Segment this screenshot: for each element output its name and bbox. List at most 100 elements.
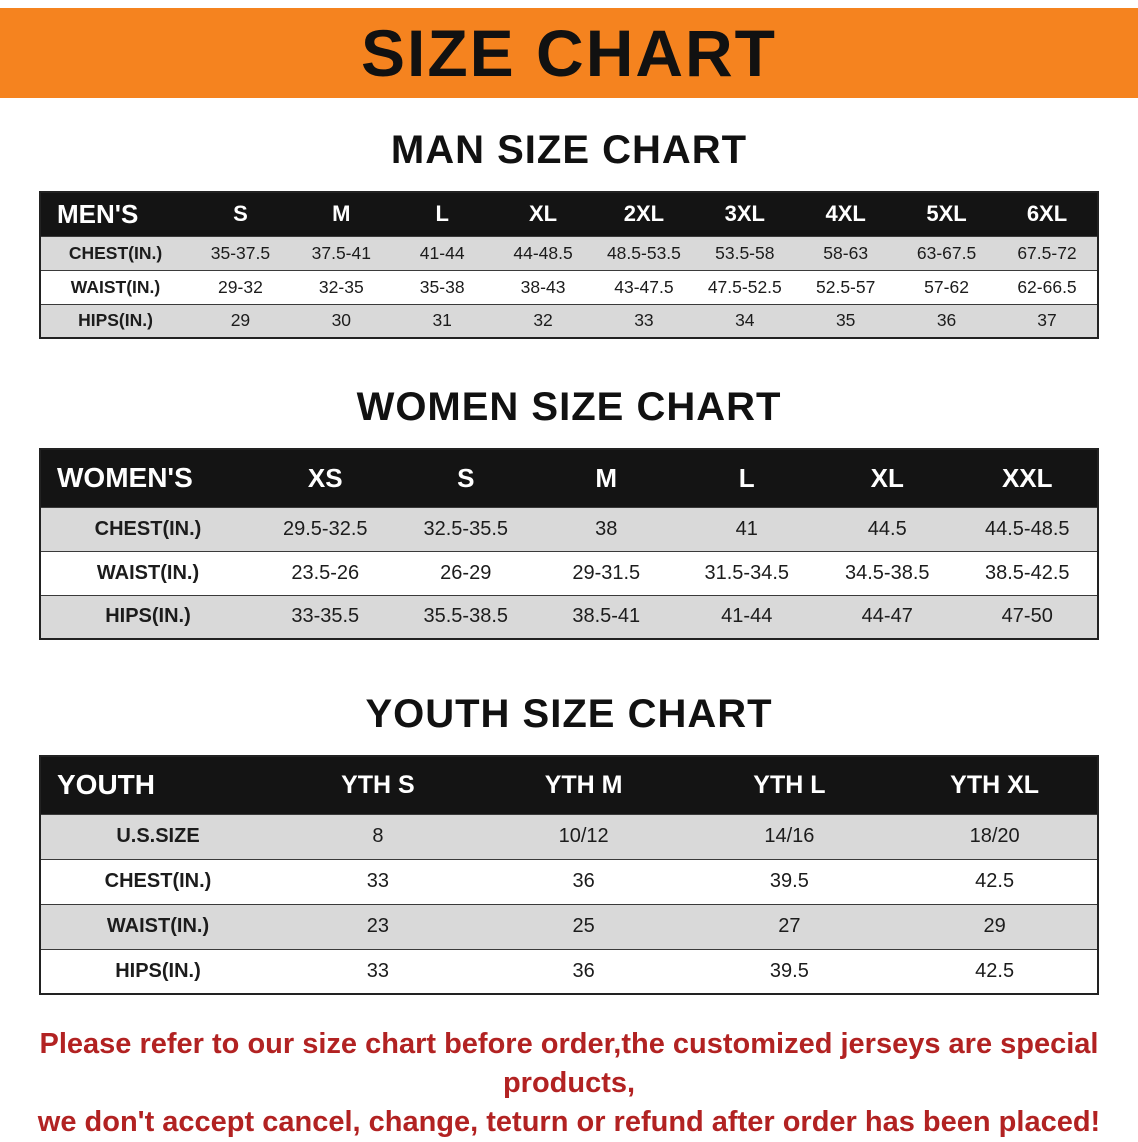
mens-col-header-2: L <box>391 192 493 236</box>
womens-row-0: CHEST(IN.) 29.5-32.5 32.5-35.5 38 41 44.5 44.5… <box>40 506 1098 551</box>
womens-cell-2-0: 33-35.5 <box>255 594 396 639</box>
mens-cell-0-3: 44-48.5 <box>492 235 594 270</box>
youth-section-heading: YOUTH SIZE CHART <box>365 692 773 736</box>
womens-row-1: WAIST(IN.) 23.5-26 26-29 29-31.5 31.5-34.5 34… <box>40 550 1098 595</box>
youth-row-label-2: WAIST(IN.) <box>40 903 275 949</box>
womens-col-header-5: XXL <box>957 449 1098 507</box>
youth-cell-3-2: 39.5 <box>686 948 893 994</box>
youth-cell-0-3: 18/20 <box>892 813 1098 859</box>
youth-row-2: WAIST(IN.) 23 25 27 29 <box>40 903 1098 949</box>
womens-cell-0-2: 38 <box>536 506 677 551</box>
womens-cell-1-3: 31.5-34.5 <box>676 550 817 595</box>
mens-cell-0-0: 35-37.5 <box>190 235 291 270</box>
womens-col-header-1: S <box>395 449 536 507</box>
mens-cell-1-2: 35-38 <box>391 269 493 304</box>
mens-cell-1-5: 47.5-52.5 <box>694 269 796 304</box>
womens-table-label: WOMEN'S <box>40 449 255 507</box>
youth-cell-3-1: 36 <box>480 948 687 994</box>
womens-size-table: WOMEN'S XS S M L XL XXL CHEST(IN.) 29.5-32.5 32.5… <box>39 448 1099 640</box>
youth-cell-0-0: 8 <box>275 813 481 859</box>
mens-col-header-6: 4XL <box>795 192 897 236</box>
mens-col-header-5: 3XL <box>694 192 796 236</box>
mens-cell-1-6: 52.5-57 <box>795 269 897 304</box>
youth-cell-1-1: 36 <box>480 858 687 904</box>
mens-col-header-3: XL <box>492 192 594 236</box>
mens-cell-2-8: 37 <box>997 303 1098 338</box>
youth-table-label: YOUTH <box>40 756 275 814</box>
womens-cell-2-3: 41-44 <box>676 594 817 639</box>
womens-cell-2-2: 38.5-41 <box>536 594 677 639</box>
mens-cell-2-7: 36 <box>896 303 997 338</box>
mens-header-row: MEN'S S M L XL 2XL 3XL 4XL 5XL 6XL <box>40 192 1098 236</box>
mens-cell-0-8: 67.5-72 <box>997 235 1098 270</box>
mens-cell-0-6: 58-63 <box>795 235 897 270</box>
disclaimer-line-2: we don't accept cancel, change, teturn o… <box>37 1106 1101 1139</box>
youth-cell-2-0: 23 <box>275 903 481 949</box>
mens-col-header-1: M <box>290 192 392 236</box>
womens-col-header-2: M <box>536 449 677 507</box>
mens-cell-1-8: 62-66.5 <box>997 269 1098 304</box>
youth-cell-0-2: 14/16 <box>686 813 893 859</box>
mens-cell-2-3: 32 <box>492 303 594 338</box>
mens-row-2: HIPS(IN.) 29 30 31 32 33 34 35 36 37 <box>40 303 1098 338</box>
youth-header-row: YOUTH YTH S YTH M YTH L YTH XL <box>40 756 1098 814</box>
womens-col-header-0: XS <box>255 449 396 507</box>
disclaimer-note: Please refer to our size chart before or… <box>20 1025 1118 1142</box>
mens-cell-2-1: 30 <box>290 303 392 338</box>
youth-cell-2-1: 25 <box>480 903 687 949</box>
mens-cell-2-0: 29 <box>190 303 291 338</box>
mens-row-0: CHEST(IN.) 35-37.5 37.5-41 41-44 44-48.5 48.5… <box>40 235 1098 270</box>
youth-col-header-1: YTH M <box>480 756 687 814</box>
mens-cell-2-5: 34 <box>694 303 796 338</box>
womens-cell-1-2: 29-31.5 <box>536 550 677 595</box>
mens-cell-0-7: 63-67.5 <box>896 235 997 270</box>
womens-cell-0-1: 32.5-35.5 <box>395 506 536 551</box>
youth-row-label-1: CHEST(IN.) <box>40 858 275 904</box>
youth-cell-2-3: 29 <box>892 903 1098 949</box>
mens-cell-1-7: 57-62 <box>896 269 997 304</box>
mens-cell-0-1: 37.5-41 <box>290 235 392 270</box>
mens-size-table: MEN'S S M L XL 2XL 3XL 4XL 5XL 6XL CHEST(IN.) 35-37… <box>39 191 1099 339</box>
youth-row-label-0: U.S.SIZE <box>40 813 275 859</box>
womens-row-label-2: HIPS(IN.) <box>40 594 255 639</box>
womens-cell-0-5: 44.5-48.5 <box>957 506 1098 551</box>
mens-cell-0-2: 41-44 <box>391 235 493 270</box>
womens-cell-1-0: 23.5-26 <box>255 550 396 595</box>
mens-cell-1-4: 43-47.5 <box>593 269 695 304</box>
youth-col-header-2: YTH L <box>686 756 893 814</box>
mens-cell-1-3: 38-43 <box>492 269 594 304</box>
youth-row-0: U.S.SIZE 8 10/12 14/16 18/20 <box>40 813 1098 859</box>
mens-col-header-7: 5XL <box>896 192 997 236</box>
mens-row-1: WAIST(IN.) 29-32 32-35 35-38 38-43 43-47.5 47.… <box>40 269 1098 304</box>
size-chart-banner: SIZE CHART <box>0 8 1138 98</box>
mens-col-header-4: 2XL <box>593 192 695 236</box>
disclaimer-line-1: Please refer to our size chart before or… <box>39 1028 1099 1100</box>
youth-row-label-3: HIPS(IN.) <box>40 948 275 994</box>
womens-cell-2-1: 35.5-38.5 <box>395 594 536 639</box>
youth-cell-1-3: 42.5 <box>892 858 1098 904</box>
mens-col-header-8: 6XL <box>997 192 1098 236</box>
mens-cell-0-5: 53.5-58 <box>694 235 796 270</box>
mens-cell-2-4: 33 <box>593 303 695 338</box>
womens-header-row: WOMEN'S XS S M L XL XXL <box>40 449 1098 507</box>
mens-cell-1-1: 32-35 <box>290 269 392 304</box>
womens-cell-2-4: 44-47 <box>817 594 958 639</box>
womens-cell-0-0: 29.5-32.5 <box>255 506 396 551</box>
youth-col-header-3: YTH XL <box>892 756 1098 814</box>
youth-cell-3-0: 33 <box>275 948 481 994</box>
mens-row-label-2: HIPS(IN.) <box>40 303 190 338</box>
mens-table-label: MEN'S <box>40 192 190 236</box>
womens-cell-1-5: 38.5-42.5 <box>957 550 1098 595</box>
youth-size-table: YOUTH YTH S YTH M YTH L YTH XL U.S.SIZE 8 10/12… <box>39 755 1099 995</box>
mens-col-header-0: S <box>190 192 291 236</box>
womens-cell-0-4: 44.5 <box>817 506 958 551</box>
womens-cell-0-3: 41 <box>676 506 817 551</box>
womens-cell-2-5: 47-50 <box>957 594 1098 639</box>
womens-row-label-1: WAIST(IN.) <box>40 550 255 595</box>
mens-cell-1-0: 29-32 <box>190 269 291 304</box>
women-section-heading: WOMEN SIZE CHART <box>356 385 782 429</box>
womens-col-header-3: L <box>676 449 817 507</box>
womens-col-header-4: XL <box>817 449 958 507</box>
youth-cell-3-3: 42.5 <box>892 948 1098 994</box>
mens-cell-0-4: 48.5-53.5 <box>593 235 695 270</box>
